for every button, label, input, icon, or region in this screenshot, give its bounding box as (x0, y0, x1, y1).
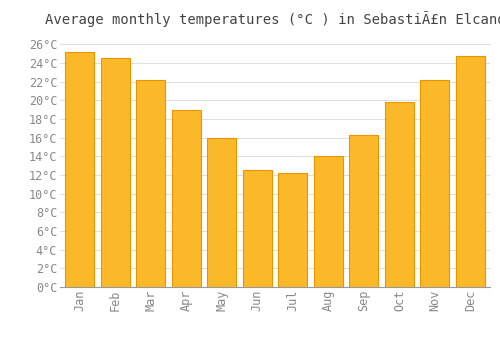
Bar (172, 110, 200, 287)
Bar (100, 58, 130, 287)
Bar (350, 135, 378, 287)
Bar (65, 52, 94, 287)
Bar (242, 170, 272, 287)
Bar (420, 80, 450, 287)
Bar (456, 56, 485, 287)
Bar (278, 173, 308, 287)
Bar (207, 138, 236, 287)
Bar (385, 102, 414, 287)
Bar (314, 156, 343, 287)
Bar (136, 80, 165, 287)
Title: Average monthly temperatures (°C ) in SebastiÃ£n Elcano: Average monthly temperatures (°C ) in Se… (44, 11, 500, 27)
